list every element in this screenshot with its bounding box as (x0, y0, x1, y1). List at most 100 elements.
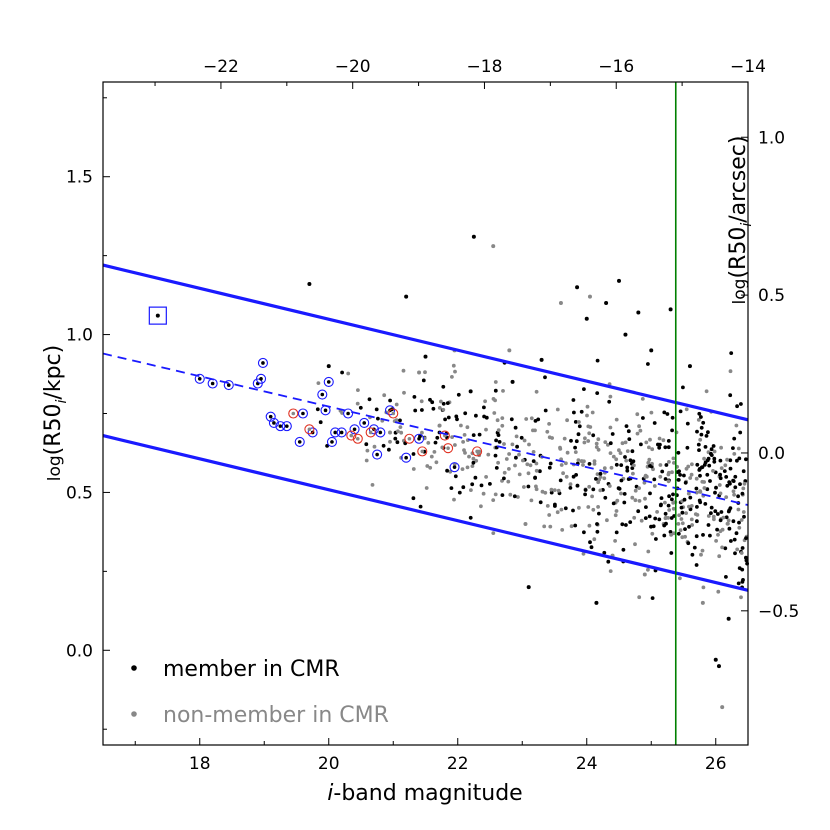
nonmember-point (725, 457, 729, 462)
member-point (428, 397, 432, 402)
nonmember-point (560, 528, 565, 532)
member-point (660, 469, 665, 474)
member-point (471, 433, 476, 437)
member-point (647, 514, 652, 519)
nonmember-point (517, 452, 521, 457)
nonmember-point (547, 435, 552, 440)
member-point (734, 531, 739, 536)
nonmember-point (617, 448, 621, 453)
member-point (589, 545, 594, 550)
member-point (364, 442, 369, 447)
nonmember-point (576, 458, 581, 462)
member-point (575, 285, 580, 290)
nonmember-point (695, 513, 700, 517)
member-point (404, 294, 409, 299)
member-point (509, 417, 514, 422)
member-point (676, 531, 681, 536)
nonmember-point (694, 490, 699, 495)
blue-ring-marker (401, 452, 412, 463)
nonmember-point (429, 454, 434, 459)
nonmember-point (569, 524, 574, 529)
member-point (711, 444, 716, 448)
nonmember-point (702, 456, 706, 461)
member-point (648, 464, 652, 468)
nonmember-point (698, 490, 703, 494)
member-point (705, 487, 710, 492)
nonmember-point (573, 450, 578, 454)
member-point (607, 399, 612, 404)
blue-ring-marker (281, 421, 292, 432)
member-point (617, 278, 621, 283)
nonmember-point (534, 461, 539, 466)
member-point (362, 421, 367, 425)
member-point (727, 526, 732, 531)
member-point (699, 425, 704, 430)
nonmember-point (547, 513, 552, 517)
member-point (568, 486, 573, 490)
member-point (595, 522, 599, 526)
nonmember-point (736, 446, 741, 451)
member-point (358, 405, 363, 410)
member-point (703, 460, 708, 465)
nonmember-point (420, 430, 424, 435)
member-point (663, 511, 668, 516)
red-ring-marker (404, 433, 415, 444)
member-point (678, 473, 682, 477)
nonmember-point (462, 433, 467, 437)
nonmember-point (558, 301, 563, 305)
nonmember-point (462, 448, 466, 452)
member-point (473, 475, 478, 480)
boxed-point-marker (148, 306, 167, 325)
nonmember-point (475, 449, 479, 454)
nonmember-point (624, 458, 629, 463)
member-point (297, 440, 302, 444)
member-point (718, 472, 722, 477)
member-point (688, 495, 693, 500)
blue-ring-marker (323, 376, 334, 387)
nonmember-point (492, 411, 497, 415)
nonmember-point (483, 399, 487, 404)
nonmember-point (496, 460, 500, 465)
nonmember-point (558, 447, 563, 451)
nonmember-point (677, 513, 681, 518)
nonmember-point (420, 449, 425, 454)
member-point (622, 492, 627, 496)
member-point (577, 424, 582, 429)
member-point (272, 421, 276, 425)
nonmember-point (461, 440, 465, 444)
member-point (468, 515, 473, 520)
nonmember-point (545, 429, 550, 434)
member-point (413, 408, 418, 413)
nonmember-point (686, 491, 691, 496)
member-point (715, 527, 719, 532)
member-point (699, 432, 704, 437)
member-point (591, 487, 596, 492)
nonmember-point (531, 428, 535, 433)
nonmember-point (672, 531, 676, 536)
member-point (723, 546, 728, 551)
member-point (682, 473, 686, 478)
member-point (330, 440, 334, 444)
blue-ring-marker (359, 417, 370, 429)
member-point (732, 436, 737, 441)
member-point (731, 519, 736, 524)
member-point (736, 581, 741, 586)
member-point (320, 392, 325, 397)
member-point (543, 408, 548, 413)
member-point (445, 468, 449, 473)
member-point (733, 485, 738, 490)
member-point (719, 510, 724, 514)
nonmember-point (479, 504, 483, 509)
nonmember-point (614, 417, 619, 422)
nonmember-point (548, 524, 553, 529)
nonmember-point (565, 450, 570, 455)
member-point (623, 455, 627, 459)
member-point (493, 453, 498, 458)
nonmember-point (562, 436, 567, 441)
nonmember-point (583, 436, 587, 441)
member-point (701, 533, 705, 537)
member-point (724, 475, 729, 479)
member-point (513, 425, 518, 430)
member-point (622, 500, 627, 505)
member-point (709, 511, 713, 515)
